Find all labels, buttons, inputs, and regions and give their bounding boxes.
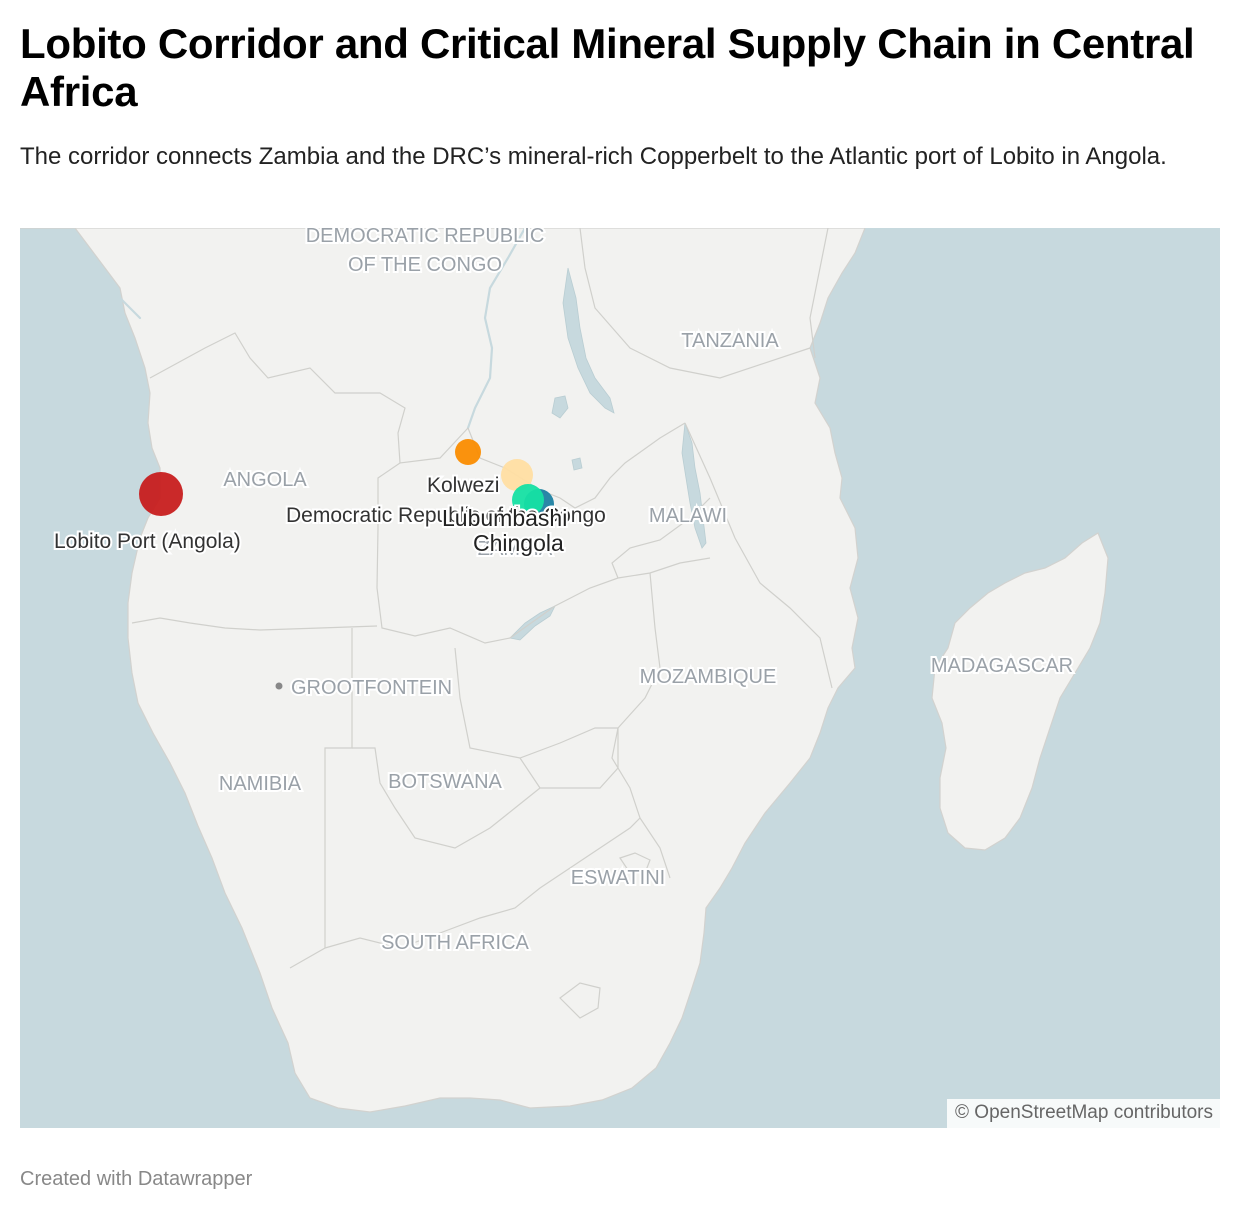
river-congo xyxy=(466,228,527,430)
marker-label-chingola: Chingola xyxy=(473,530,564,556)
marker-drc[interactable] xyxy=(455,439,481,465)
lake-tanganyika xyxy=(562,267,615,414)
country-label-botswana: BOTSWANA xyxy=(388,771,502,793)
river-kasai xyxy=(38,296,142,320)
marker-label-lobito: Lobito Port (Angola) xyxy=(54,530,241,553)
marker-label-kolwezi: Kolwezi xyxy=(427,474,499,497)
map-attribution[interactable]: © OpenStreetMap contributors xyxy=(947,1099,1220,1128)
country-label-malawi: MALAWI xyxy=(649,505,727,527)
country-label-namibia: NAMIBIA xyxy=(219,773,302,795)
country-label-south-africa: SOUTH AFRICA xyxy=(381,932,529,954)
marker-label-lubumbashi: Lubumbashi xyxy=(442,505,567,531)
city-label-grootfontein: GROOTFONTEIN xyxy=(291,677,452,699)
country-label-madagascar: MADAGASCAR xyxy=(931,655,1073,677)
lake-bangweulu xyxy=(571,457,583,471)
datawrapper-credit[interactable]: Created with Datawrapper xyxy=(20,1168,253,1190)
map-container[interactable]: DEMOCRATIC REPUBLIC OF THE CONGO TANZANI… xyxy=(20,228,1220,1128)
country-label-drc-line2: OF THE CONGO xyxy=(348,254,502,276)
madagascar-island xyxy=(931,532,1109,851)
chart-subtitle: The corridor connects Zambia and the DRC… xyxy=(20,143,1167,170)
country-label-mozambique: MOZAMBIQUE xyxy=(640,666,777,688)
marker-chingola[interactable] xyxy=(512,484,544,516)
lake-mweru xyxy=(551,395,569,419)
chart-title: Lobito Corridor and Critical Mineral Sup… xyxy=(20,20,1195,115)
country-label-drc: DEMOCRATIC REPUBLIC xyxy=(306,228,545,247)
country-label-tanzania: TANZANIA xyxy=(681,330,779,352)
marker-label-drc: Democratic Republic of the Congo xyxy=(286,504,606,527)
grootfontein-dot xyxy=(275,682,283,690)
country-label-angola: ANGOLA xyxy=(223,469,307,491)
country-label-eswatini: ESWATINI xyxy=(571,867,665,889)
marker-lobito[interactable] xyxy=(139,472,183,516)
map-canvas[interactable]: DEMOCRATIC REPUBLIC OF THE CONGO TANZANI… xyxy=(20,228,1220,1128)
country-label-zambia: ZAMBIA xyxy=(478,538,553,560)
country-borders xyxy=(131,228,833,1019)
marker-kolwezi[interactable] xyxy=(501,459,533,491)
lake-malawi xyxy=(681,422,707,549)
